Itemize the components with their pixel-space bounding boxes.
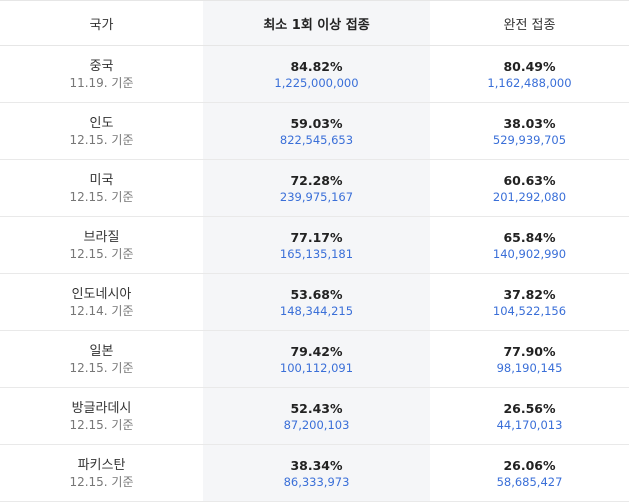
fully-percent: 37.82% bbox=[503, 286, 556, 302]
country-cell: 방글라데시 12.15. 기준 bbox=[0, 387, 203, 445]
fully-count: 44,170,013 bbox=[496, 417, 563, 432]
fully-count: 529,939,705 bbox=[492, 132, 567, 147]
at-least-one-count: 239,975,167 bbox=[279, 189, 354, 204]
fully-percent: 77.90% bbox=[503, 343, 556, 359]
country-name: 중국 bbox=[89, 58, 114, 74]
country-name: 방글라데시 bbox=[71, 400, 132, 416]
table-header: 국가 최소 1회 이상 접종 완전 접종 bbox=[0, 0, 629, 46]
country-cell: 브라질 12.15. 기준 bbox=[0, 216, 203, 274]
fully-percent: 38.03% bbox=[503, 115, 556, 131]
at-least-one-count: 822,545,653 bbox=[279, 132, 354, 147]
table-row: 일본 12.15. 기준 79.42% 100,112,091 77.90% 9… bbox=[0, 330, 629, 388]
at-least-one-cell: 72.28% 239,975,167 bbox=[203, 159, 430, 217]
header-fully-vaccinated: 완전 접종 bbox=[430, 0, 629, 46]
table-row: 미국 12.15. 기준 72.28% 239,975,167 60.63% 2… bbox=[0, 159, 629, 217]
fully-count: 98,190,145 bbox=[496, 360, 563, 375]
at-least-one-cell: 84.82% 1,225,000,000 bbox=[203, 45, 430, 103]
at-least-one-count: 165,135,181 bbox=[279, 246, 354, 261]
country-date: 12.15. 기준 bbox=[69, 132, 134, 147]
country-name: 인도 bbox=[89, 115, 114, 131]
table-row: 인도네시아 12.14. 기준 53.68% 148,344,215 37.82… bbox=[0, 273, 629, 331]
country-cell: 미국 12.15. 기준 bbox=[0, 159, 203, 217]
fully-percent: 65.84% bbox=[503, 229, 556, 245]
fully-count: 104,522,156 bbox=[492, 303, 567, 318]
fully-percent: 26.06% bbox=[503, 457, 556, 473]
at-least-one-percent: 38.34% bbox=[290, 457, 343, 473]
at-least-one-count: 148,344,215 bbox=[279, 303, 354, 318]
country-name: 인도네시아 bbox=[71, 286, 132, 302]
header-country: 국가 bbox=[0, 0, 203, 46]
fully-cell: 60.63% 201,292,080 bbox=[430, 159, 629, 217]
fully-percent: 80.49% bbox=[503, 58, 556, 74]
header-at-least-one-dose: 최소 1회 이상 접종 bbox=[203, 0, 430, 46]
fully-count: 140,902,990 bbox=[492, 246, 567, 261]
at-least-one-cell: 38.34% 86,333,973 bbox=[203, 444, 430, 502]
at-least-one-percent: 53.68% bbox=[290, 286, 343, 302]
country-date: 12.15. 기준 bbox=[69, 189, 134, 204]
country-cell: 중국 11.19. 기준 bbox=[0, 45, 203, 103]
at-least-one-percent: 59.03% bbox=[290, 115, 343, 131]
table-row: 인도 12.15. 기준 59.03% 822,545,653 38.03% 5… bbox=[0, 102, 629, 160]
fully-cell: 38.03% 529,939,705 bbox=[430, 102, 629, 160]
country-date: 11.19. 기준 bbox=[69, 75, 134, 90]
table-row: 브라질 12.15. 기준 77.17% 165,135,181 65.84% … bbox=[0, 216, 629, 274]
at-least-one-cell: 59.03% 822,545,653 bbox=[203, 102, 430, 160]
at-least-one-cell: 53.68% 148,344,215 bbox=[203, 273, 430, 331]
country-name: 파키스탄 bbox=[77, 457, 126, 473]
country-cell: 인도 12.15. 기준 bbox=[0, 102, 203, 160]
header-row: 국가 최소 1회 이상 접종 완전 접종 bbox=[0, 0, 629, 46]
at-least-one-cell: 77.17% 165,135,181 bbox=[203, 216, 430, 274]
country-name: 미국 bbox=[89, 172, 114, 188]
at-least-one-percent: 72.28% bbox=[290, 172, 343, 188]
at-least-one-percent: 84.82% bbox=[290, 58, 343, 74]
at-least-one-count: 87,200,103 bbox=[283, 417, 350, 432]
country-name: 일본 bbox=[89, 343, 114, 359]
country-date: 12.15. 기준 bbox=[69, 417, 134, 432]
table-row: 파키스탄 12.15. 기준 38.34% 86,333,973 26.06% … bbox=[0, 444, 629, 502]
at-least-one-count: 86,333,973 bbox=[283, 474, 350, 489]
country-name: 브라질 bbox=[83, 229, 120, 245]
fully-count: 58,685,427 bbox=[496, 474, 563, 489]
fully-cell: 37.82% 104,522,156 bbox=[430, 273, 629, 331]
fully-cell: 65.84% 140,902,990 bbox=[430, 216, 629, 274]
at-least-one-percent: 79.42% bbox=[290, 343, 343, 359]
at-least-one-cell: 52.43% 87,200,103 bbox=[203, 387, 430, 445]
at-least-one-percent: 52.43% bbox=[290, 400, 343, 416]
country-date: 12.15. 기준 bbox=[69, 246, 134, 261]
country-date: 12.15. 기준 bbox=[69, 360, 134, 375]
at-least-one-count: 1,225,000,000 bbox=[274, 75, 359, 90]
fully-count: 1,162,488,000 bbox=[487, 75, 572, 90]
fully-count: 201,292,080 bbox=[492, 189, 567, 204]
table-body: 중국 11.19. 기준 84.82% 1,225,000,000 80.49%… bbox=[0, 45, 629, 502]
at-least-one-percent: 77.17% bbox=[290, 229, 343, 245]
at-least-one-count: 100,112,091 bbox=[279, 360, 354, 375]
country-date: 12.15. 기준 bbox=[69, 474, 134, 489]
fully-percent: 60.63% bbox=[503, 172, 556, 188]
country-cell: 일본 12.15. 기준 bbox=[0, 330, 203, 388]
table-row: 중국 11.19. 기준 84.82% 1,225,000,000 80.49%… bbox=[0, 45, 629, 103]
fully-cell: 77.90% 98,190,145 bbox=[430, 330, 629, 388]
fully-cell: 26.56% 44,170,013 bbox=[430, 387, 629, 445]
table-row: 방글라데시 12.15. 기준 52.43% 87,200,103 26.56%… bbox=[0, 387, 629, 445]
fully-percent: 26.56% bbox=[503, 400, 556, 416]
country-cell: 인도네시아 12.14. 기준 bbox=[0, 273, 203, 331]
country-date: 12.14. 기준 bbox=[69, 303, 134, 318]
fully-cell: 26.06% 58,685,427 bbox=[430, 444, 629, 502]
at-least-one-cell: 79.42% 100,112,091 bbox=[203, 330, 430, 388]
country-cell: 파키스탄 12.15. 기준 bbox=[0, 444, 203, 502]
fully-cell: 80.49% 1,162,488,000 bbox=[430, 45, 629, 103]
